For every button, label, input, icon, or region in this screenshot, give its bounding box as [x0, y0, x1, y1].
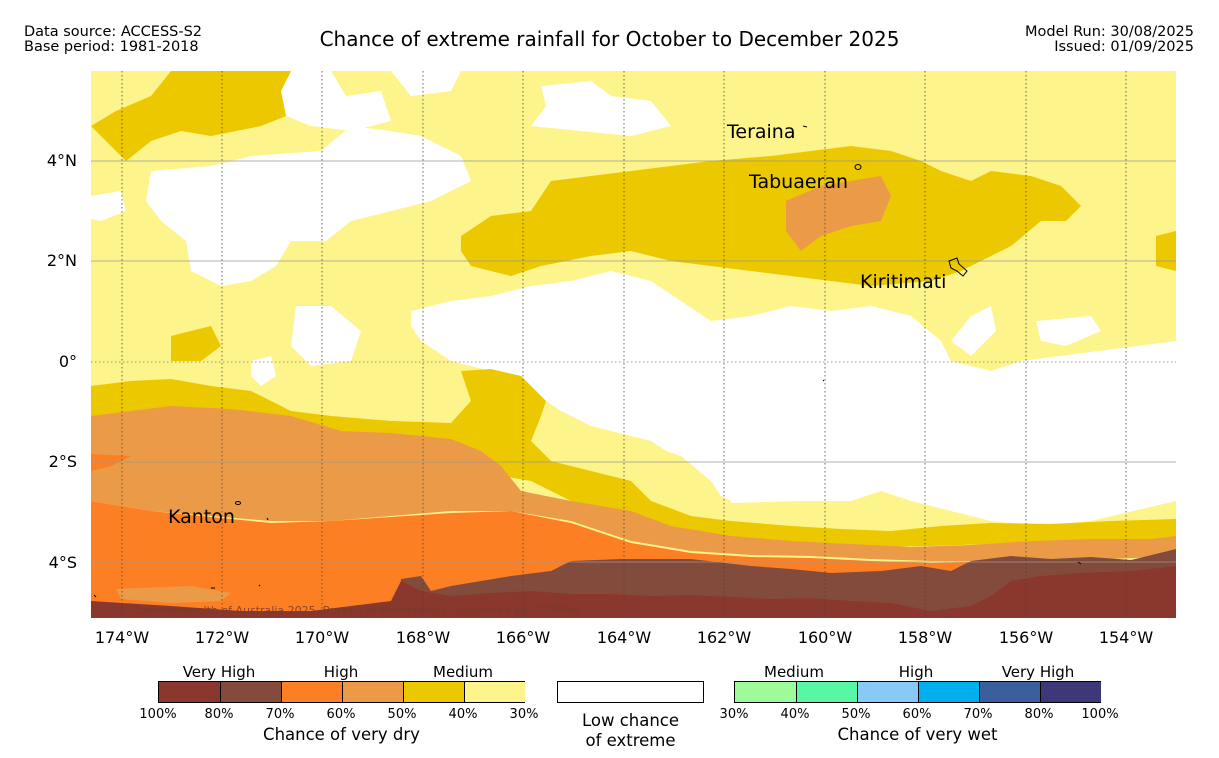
wet-tick: 60%	[902, 707, 932, 722]
zone-high-dry	[91, 176, 1176, 561]
wet-tick: 50%	[841, 707, 871, 722]
lon-tick: 160°W	[797, 628, 853, 647]
dry-tick: 40%	[448, 707, 478, 722]
lon-tick: 162°W	[696, 628, 752, 647]
low-chance-caption-line2: of extreme	[585, 731, 676, 750]
dry-swatch	[220, 682, 282, 702]
issued-label: Issued: 01/09/2025	[1054, 39, 1194, 55]
dry-tick: 50%	[387, 707, 417, 722]
wet-tick: 40%	[780, 707, 810, 722]
wet-tick: 70%	[963, 707, 993, 722]
lon-tick: 168°W	[395, 628, 451, 647]
wet-swatch	[857, 682, 919, 702]
model-run-label: Model Run: 30/08/2025	[1024, 24, 1194, 40]
place-label-tabuaeran: Tabuaeran	[749, 171, 849, 193]
lon-tick: 158°W	[897, 628, 953, 647]
dry-category-medium: Medium	[433, 663, 493, 681]
wet-tick: 80%	[1024, 707, 1054, 722]
lon-tick: 164°W	[596, 628, 652, 647]
dry-category-very-high: Very High	[182, 663, 256, 681]
wet-tick: 30%	[719, 707, 749, 722]
place-label-teraina: Teraina	[727, 121, 796, 143]
wet-category-very-high: Very High	[1001, 663, 1075, 681]
base-period-label: Base period: 1981-2018	[24, 39, 199, 55]
wet-swatch	[918, 682, 980, 702]
lon-tick: 172°W	[194, 628, 250, 647]
dry-tick: 100%	[139, 707, 177, 722]
wet-category-high: High	[898, 663, 934, 681]
dry-swatch	[281, 682, 343, 702]
copyright-notice: © Commonwealth of Australia 2025, Bureau…	[117, 604, 581, 617]
lat-tick-4s: 4°S	[48, 553, 77, 572]
meridian-lines	[121, 71, 1127, 618]
dry-swatch	[403, 682, 465, 702]
place-label-kiritimati: Kiritimati	[860, 271, 947, 293]
wet-swatch	[735, 682, 796, 702]
wet-tick: 100%	[1081, 707, 1119, 722]
wet-category-medium: Medium	[764, 663, 824, 681]
map-title: Chance of extreme rainfall for October t…	[319, 27, 900, 51]
lon-tick: 154°W	[1098, 628, 1154, 647]
zone-extreme-dry	[91, 566, 1176, 618]
dry-color-bar	[158, 681, 525, 703]
dry-swatch	[159, 682, 220, 702]
low-chance-caption-line1: Low chance	[581, 711, 680, 730]
dry-tick: 60%	[326, 707, 356, 722]
dry-tick: 30%	[509, 707, 539, 722]
dry-legend-caption: Chance of very dry	[263, 725, 420, 744]
dry-tick: 80%	[204, 707, 234, 722]
lat-tick-2s: 2°S	[48, 452, 77, 471]
low-chance-swatch	[557, 681, 704, 703]
lat-tick-4n: 4°N	[46, 151, 77, 170]
data-source-label: Data source: ACCESS-S2	[24, 24, 203, 40]
parallel-lines	[91, 160, 1176, 563]
wet-legend-caption: Chance of very wet	[837, 725, 998, 744]
zone-low-chance	[91, 71, 1176, 526]
dry-category-high: High	[323, 663, 359, 681]
dry-swatch	[464, 682, 525, 702]
lat-tick-0: 0°	[58, 352, 77, 371]
lat-tick-2n: 2°N	[46, 251, 77, 270]
dry-tick: 70%	[265, 707, 295, 722]
place-label-kanton: Kanton	[168, 506, 235, 528]
lon-tick: 174°W	[94, 628, 150, 647]
dry-swatch	[342, 682, 404, 702]
wet-color-bar	[734, 681, 1101, 703]
wet-swatch	[796, 682, 858, 702]
lon-tick: 156°W	[998, 628, 1054, 647]
wet-swatch	[979, 682, 1041, 702]
rainfall-map	[91, 71, 1176, 618]
lon-tick: 166°W	[495, 628, 551, 647]
island-outlines	[93, 125, 1082, 598]
lon-tick: 170°W	[294, 628, 350, 647]
wet-swatch	[1040, 682, 1101, 702]
